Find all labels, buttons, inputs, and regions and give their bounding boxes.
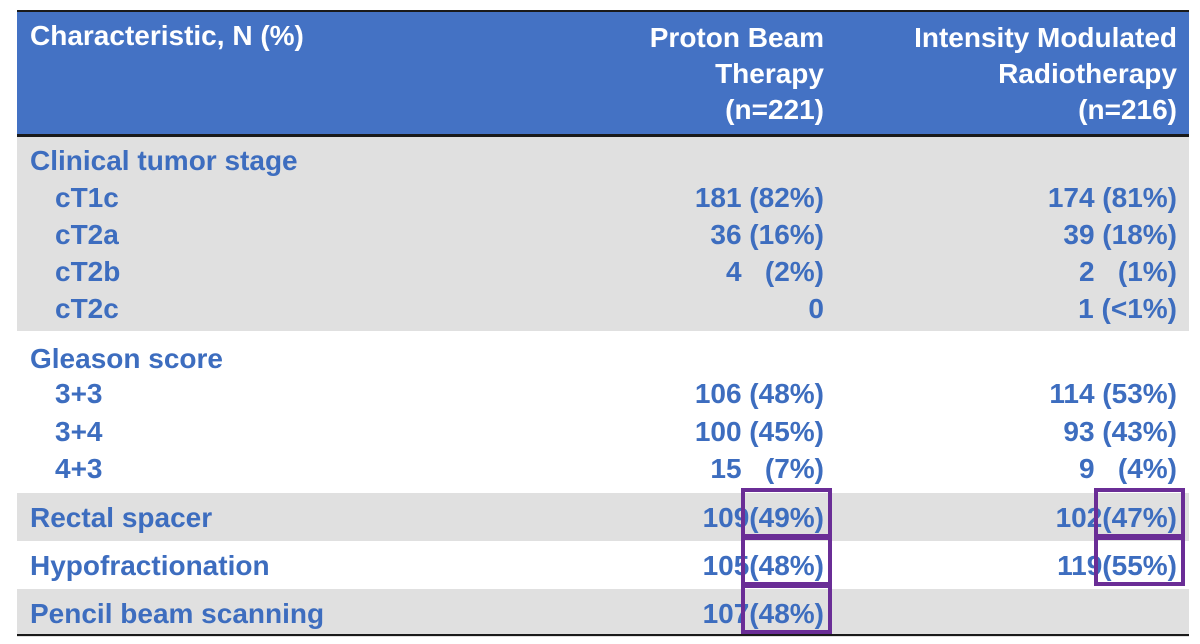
row-hypofractionation: Hypofractionation 105(48%) 119(55%): [17, 541, 1189, 589]
table-header: Characteristic, N (%) Proton Beam Therap…: [17, 10, 1189, 137]
row-rectal-spacer: Rectal spacer 109(49%) 102(47%): [17, 493, 1189, 541]
header-proton-beam: Proton Beam Therapy (n=221): [649, 22, 824, 125]
section-gleason-score: Gleason score 3+3 106 (48%) 114 (53%) 3+…: [17, 331, 1189, 493]
header-imrt: Intensity Modulated Radiotherapy (n=216): [914, 22, 1177, 125]
table-row: cT2c 0 1 (<1%): [55, 293, 1177, 324]
highlight-box: [741, 488, 832, 538]
highlight-box: [1094, 536, 1185, 586]
section-title: Gleason score: [30, 343, 223, 374]
table-row: cT1c 181 (82%) 174 (81%): [55, 182, 1177, 213]
highlighted-percent: (47%): [1102, 502, 1177, 533]
table-row: 3+3 106 (48%) 114 (53%): [55, 378, 1177, 409]
row-pencil-beam-scanning: Pencil beam scanning 107(48%): [17, 589, 1189, 637]
table-row: cT2a 36 (16%) 39 (18%): [55, 219, 1177, 250]
section-clinical-tumor-stage: Clinical tumor stage cT1c 181 (82%) 174 …: [17, 137, 1189, 331]
highlight-box: [741, 584, 832, 634]
highlighted-percent: (49%): [749, 502, 824, 533]
table-bottom-rule: [17, 634, 1189, 636]
highlight-box: [741, 536, 832, 586]
highlighted-percent: (48%): [749, 598, 824, 629]
section-title-row: Gleason score: [17, 340, 1189, 377]
section-title-row: Clinical tumor stage: [17, 142, 1189, 179]
section-title: Clinical tumor stage: [30, 145, 298, 176]
table-row: cT2b 4 (2%) 2 (1%): [55, 256, 1177, 287]
highlighted-percent: (55%): [1102, 550, 1177, 581]
highlight-box: [1094, 488, 1185, 538]
highlighted-percent: (48%): [749, 550, 824, 581]
table-row: 3+4 100 (45%) 93 (43%): [55, 416, 1177, 447]
table-row: 4+3 15 (7%) 9 (4%): [55, 453, 1177, 484]
characteristics-table: Characteristic, N (%) Proton Beam Therap…: [17, 10, 1189, 637]
header-characteristic: Characteristic, N (%): [30, 20, 304, 51]
